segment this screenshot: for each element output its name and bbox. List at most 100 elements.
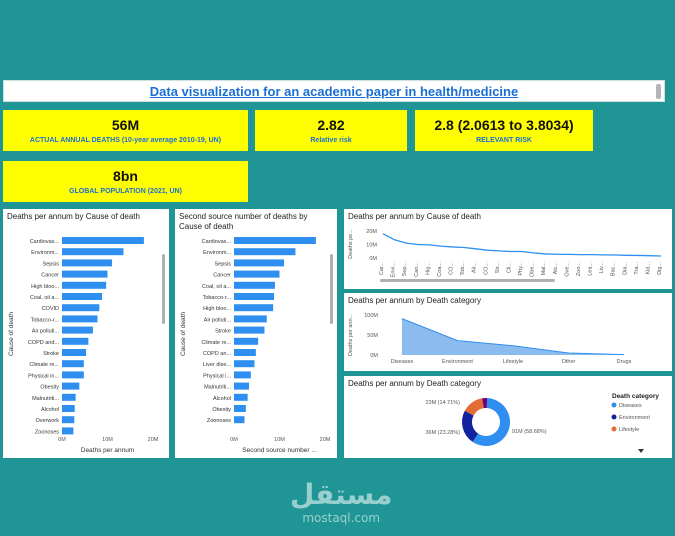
kpi-annual-deaths-value: 56M <box>111 117 140 133</box>
chart-deaths-by-category-donut[interactable]: Deaths per annum by Death category 91M (… <box>344 376 672 458</box>
chart3-category-label: Car... <box>379 262 385 276</box>
chart2-bar <box>234 371 251 379</box>
chart2-category-label: Air polluti... <box>204 317 232 323</box>
chart2-bar <box>234 326 265 334</box>
chart5-slice-lifestyle <box>464 398 484 416</box>
chart2-category-label: Coal, oil a... <box>202 284 232 290</box>
chart1-category-label: Cardiovas... <box>30 239 60 245</box>
chart1-bar <box>62 382 80 390</box>
chart3-category-label: Dig... <box>657 262 663 275</box>
chart3-category-label: Tra... <box>634 262 640 275</box>
kpi-relevant-risk[interactable]: 2.8 (2.0613 to 3.8034) RELEVANT RISK <box>415 110 593 151</box>
chart-deaths-by-category-area[interactable]: Deaths per annum by Death category 100M 5… <box>344 293 672 371</box>
chart1-bar <box>62 416 75 424</box>
chart1-category-label: Cancer <box>41 273 59 279</box>
chart-second-source-deaths[interactable]: Second source number of deaths by Cause … <box>175 209 337 458</box>
chart1-title: Deaths per annum by Cause of death <box>7 212 140 221</box>
chart2-category-label: Zoonoses <box>207 418 231 424</box>
chart2-category-label: Cancer <box>213 273 231 279</box>
chart1-bar <box>62 259 113 267</box>
chart1-category-label: High bloo... <box>31 284 59 290</box>
chart-deaths-by-cause[interactable]: Deaths per annum by Cause of death Cardi… <box>3 209 169 458</box>
chart2-tick-label: 0M <box>230 437 238 443</box>
chart2-category-label: Liver dise... <box>203 362 232 368</box>
chart3-category-label: Kid... <box>645 262 651 275</box>
chart2-category-label: Climate re... <box>201 340 231 346</box>
chart1-category-label: COPD and... <box>28 340 60 346</box>
chart2-bar <box>234 270 280 278</box>
chart1-bar <box>62 304 100 312</box>
chart4-category-label: Lifestyle <box>503 359 523 365</box>
chart2-tick-label: 20M <box>320 437 331 443</box>
kpi-relative-risk-value: 2.82 <box>317 117 345 133</box>
chart1-category-label: Physical in... <box>28 373 59 379</box>
chart3-category-label: Hig... <box>425 262 431 275</box>
chart-deaths-line[interactable]: Deaths per annum by Cause of death 20M 10… <box>344 209 672 289</box>
chart5-slice-environment <box>462 410 479 442</box>
chart1-bar <box>62 427 74 435</box>
chart2-svg: Cardiovas... Environm... Sepsis Cancer Coal,… <box>180 237 333 454</box>
chart3-category-label: CO... <box>449 262 455 275</box>
chart3-category-label: Dia... <box>622 262 628 275</box>
report-title[interactable]: Data visualization for an academic paper… <box>149 83 519 99</box>
kpi-relative-risk[interactable]: 2.82 Relative risk <box>255 110 407 151</box>
chart2-category-label: Physical i... <box>203 373 231 379</box>
chart1-category-label: Zoonoses <box>35 429 59 435</box>
chart4-category-label: Drugs <box>617 359 632 365</box>
chart3-category-label: Can... <box>414 262 420 277</box>
chart5-slice-label-lifestyle: 23M (14.71%) <box>425 400 460 406</box>
chart3-category-label: Zoo... <box>576 262 582 277</box>
chart2-category-label: Tobacco-r... <box>203 295 232 301</box>
chart1-bar <box>62 237 144 244</box>
chart1-category-label: Alcohol <box>41 407 59 413</box>
watermark-latin: mostaql.com <box>302 511 381 525</box>
chart2-bar <box>234 259 285 267</box>
chart5-svg: 91M (58.68%) 36M (23.28%) 23M (14.71%) Deat… <box>425 393 659 453</box>
chart2-bar <box>234 405 246 412</box>
chart2-bar <box>234 281 275 289</box>
title-scrollbar[interactable] <box>656 84 661 99</box>
chart1-bar <box>62 337 89 345</box>
chart3-category-label: Phy... <box>518 262 524 276</box>
chart2-bar <box>234 248 296 256</box>
chart2-category-label: Sepsis <box>214 261 231 267</box>
chart3-category-label: Air... <box>472 262 478 273</box>
chart1-bar <box>62 293 103 300</box>
chart2-category-label: Alcohol <box>213 396 231 402</box>
watermark: مستقل mostaql.com <box>290 478 392 525</box>
chart1-tick-label: 0M <box>58 437 66 443</box>
kpi-global-population-label: GLOBAL POPULATION (2021, UN) <box>69 188 182 195</box>
chart1-bar <box>62 393 76 401</box>
chart4-area-fill <box>402 318 624 355</box>
chart4-tick-label: 0M <box>370 353 378 359</box>
chart1-category-label: Overwork <box>35 418 59 424</box>
chart5-legend-title: Death category <box>612 393 659 400</box>
chart1-bar <box>62 405 75 412</box>
chart2-bar <box>234 337 259 345</box>
chart3-category-label: Alc... <box>553 262 559 275</box>
chart2-category-label: Cardiovas... <box>202 239 232 245</box>
chart1-bar <box>62 315 98 323</box>
chart1-bar <box>62 270 108 278</box>
kpi-relevant-risk-value: 2.8 (2.0613 to 3.8034) <box>434 117 574 133</box>
chart1-bar <box>62 281 107 289</box>
chart3-title: Deaths per annum by Cause of death <box>348 212 481 221</box>
kpi-global-population[interactable]: 8bn GLOBAL POPULATION (2021, UN) <box>3 161 248 202</box>
chart2-y-axis-label: Cause of death <box>180 312 187 356</box>
chart3-category-label: Tob... <box>460 262 466 276</box>
chart2-bar <box>234 349 256 356</box>
chart1-tick-label: 20M <box>148 437 159 443</box>
kpi-annual-deaths[interactable]: 56M ACTUAL ANNUAL DEATHS (10-year averag… <box>3 110 248 151</box>
chart4-tick-label: 50M <box>367 333 378 339</box>
chart2-bar <box>234 416 245 424</box>
chart1-y-axis-label: Cause of death <box>8 312 15 356</box>
chart2-title: Second source number of deaths by Cause … <box>179 212 308 231</box>
chart4-y-axis-label: Deaths per ann... <box>348 313 354 356</box>
chart5-slice-other <box>482 398 488 409</box>
chart3-category-label: Ove... <box>564 262 570 277</box>
chart5-legend-marker <box>611 402 617 408</box>
watermark-arabic: مستقل <box>290 478 393 511</box>
chart3-category-label: CO... <box>483 262 489 275</box>
chart1-bar <box>62 371 84 379</box>
chart1-category-label: Obesity <box>40 385 59 391</box>
